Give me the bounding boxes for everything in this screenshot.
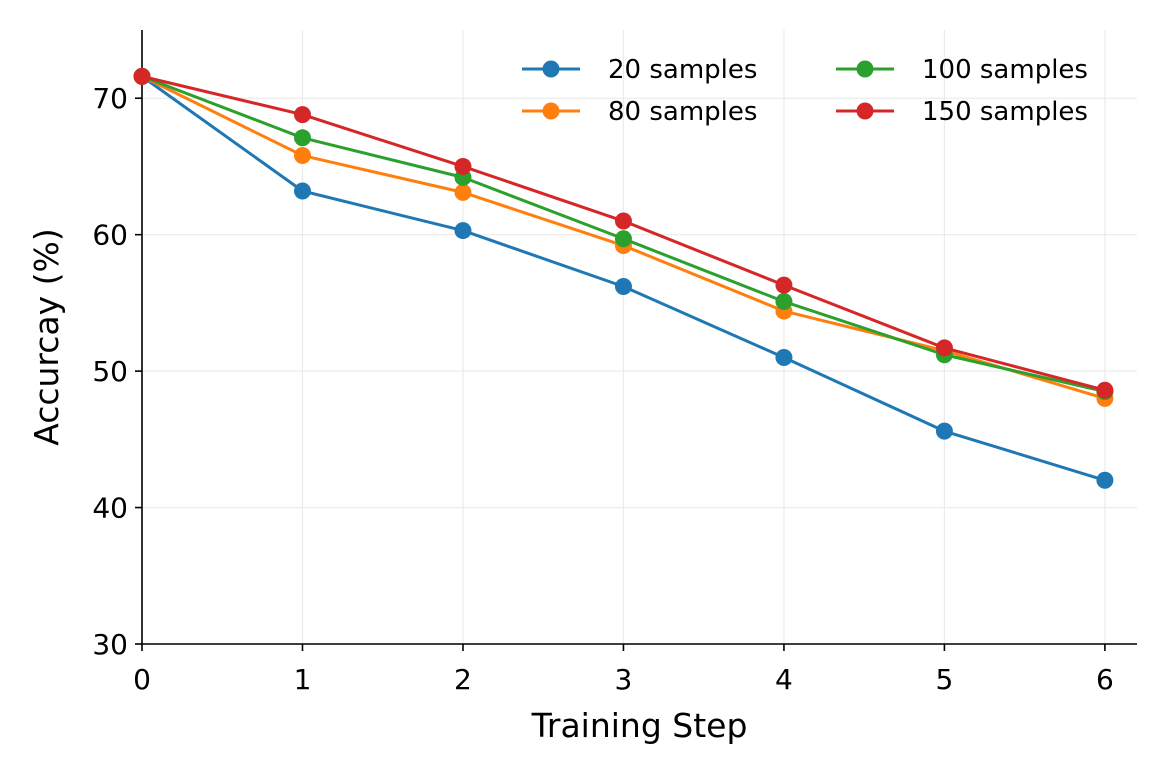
- data-point: [935, 422, 953, 440]
- x-tick-label: 0: [133, 663, 151, 696]
- data-point: [775, 293, 793, 311]
- x-axis-label: Training Step: [531, 706, 748, 745]
- legend-label: 20 samples: [608, 55, 757, 85]
- legend: 20 samples 80 samples 100 samples 150 sampl…: [522, 55, 1088, 127]
- data-point: [454, 222, 472, 240]
- legend-label: 100 samples: [922, 55, 1088, 85]
- legend-marker: [856, 60, 874, 78]
- legend-marker: [542, 102, 560, 120]
- x-tick-label: 5: [936, 663, 954, 696]
- data-point: [614, 278, 632, 296]
- data-point: [1096, 381, 1114, 399]
- legend-item: 20 samples: [522, 55, 757, 85]
- legend-item: 100 samples: [836, 55, 1088, 85]
- y-tick-label: 70: [92, 82, 128, 115]
- data-point: [133, 67, 151, 85]
- legend-marker: [856, 102, 874, 120]
- x-tick-label: 1: [294, 663, 312, 696]
- data-point: [454, 183, 472, 201]
- x-tick-label: 4: [775, 663, 793, 696]
- data-point: [454, 157, 472, 175]
- y-tick-label: 50: [92, 355, 128, 388]
- axes: [141, 30, 1137, 645]
- data-point: [614, 212, 632, 230]
- data-point: [1096, 471, 1114, 489]
- x-tick-label: 2: [454, 663, 472, 696]
- grid: [141, 30, 1137, 645]
- data-point: [775, 348, 793, 366]
- data-point: [293, 129, 311, 147]
- legend-label: 80 samples: [608, 97, 757, 127]
- data-point: [293, 106, 311, 124]
- legend-label: 150 samples: [922, 97, 1088, 127]
- data-point: [775, 276, 793, 294]
- series-group: [133, 67, 1114, 489]
- data-point: [614, 230, 632, 248]
- x-tick-label: 3: [615, 663, 633, 696]
- y-tick-label: 30: [92, 628, 128, 661]
- tick-labels: 0 1 2 3 4 5 6 30 40 50 60 70: [92, 82, 1113, 696]
- data-point: [935, 339, 953, 357]
- legend-item: 150 samples: [836, 97, 1088, 127]
- legend-marker: [542, 60, 560, 78]
- legend-item: 80 samples: [522, 97, 757, 127]
- x-tick-label: 6: [1096, 663, 1114, 696]
- data-point: [293, 147, 311, 165]
- y-tick-label: 60: [92, 219, 128, 252]
- series-150-samples: [133, 67, 1114, 399]
- y-axis-label: Accurcay (%): [27, 228, 66, 446]
- y-tick-label: 40: [92, 492, 128, 525]
- data-point: [293, 182, 311, 200]
